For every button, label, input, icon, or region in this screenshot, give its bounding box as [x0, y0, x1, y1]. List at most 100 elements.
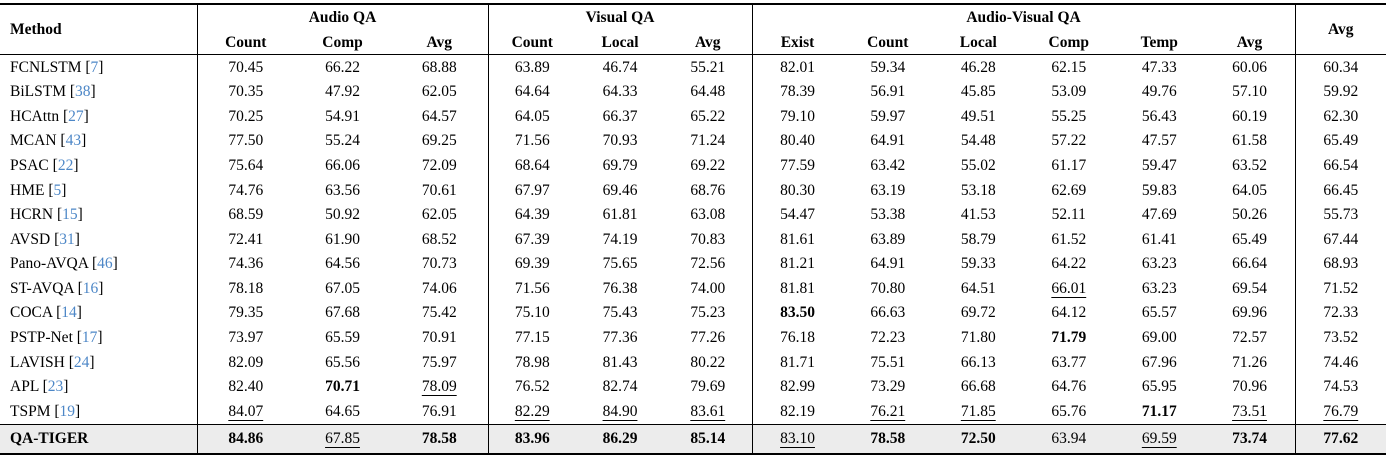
value: 82.19	[780, 402, 815, 420]
citation-link[interactable]: [43]	[56, 132, 87, 150]
citation-number[interactable]: 23	[47, 378, 64, 396]
value-cell: 63.89	[843, 227, 934, 252]
citation-number[interactable]: 5	[53, 181, 62, 199]
value-cell: 55.73	[1295, 203, 1386, 228]
value: 81.61	[780, 230, 815, 248]
value-cell: 72.33	[1295, 301, 1386, 326]
value: 76.91	[421, 402, 457, 420]
value-cell: 63.23	[1114, 252, 1205, 277]
value: 69.72	[960, 304, 996, 322]
citation-link[interactable]: [15]	[53, 206, 83, 224]
value-cell: 76.52	[488, 375, 576, 400]
value: 75.43	[602, 304, 638, 322]
citation-link[interactable]: [23]	[38, 378, 69, 396]
citation-link[interactable]: [38]	[65, 83, 96, 101]
value: 67.44	[1323, 230, 1359, 248]
value-cell: 82.29	[488, 399, 576, 424]
value: 71.17	[1141, 402, 1177, 420]
method-name: AVSD	[10, 230, 51, 248]
value-cell: 61.17	[1024, 153, 1115, 178]
value: 77.15	[514, 329, 550, 347]
value: 65.56	[325, 353, 360, 371]
value: 80.40	[780, 132, 815, 150]
value: 70.91	[421, 329, 457, 347]
value: 70.61	[421, 181, 457, 199]
citation-link[interactable]: [31]	[50, 230, 80, 248]
citation-number[interactable]: 19	[59, 402, 76, 420]
method-cell: PSTP-Net [17]	[0, 325, 198, 351]
value: 64.57	[421, 107, 457, 125]
value: 67.96	[1141, 353, 1177, 371]
citation-link[interactable]: [5]	[44, 181, 67, 199]
citation-number[interactable]: 43	[65, 132, 82, 150]
citation-link[interactable]: [17]	[72, 329, 103, 347]
value: 82.29	[514, 402, 550, 420]
method-name: FCNLSTM	[10, 58, 82, 76]
citation-number[interactable]: 7	[90, 58, 99, 76]
value: 49.51	[960, 107, 996, 125]
citation-number[interactable]: 17	[81, 329, 98, 347]
value: 64.48	[690, 83, 726, 101]
citation-link[interactable]: [22]	[48, 156, 79, 174]
value-cell: 64.91	[843, 252, 934, 277]
citation-number[interactable]: 15	[62, 206, 78, 224]
value-cell: 81.61	[752, 227, 843, 252]
value: 60.06	[1232, 58, 1267, 76]
method-cell: HCAttn [27]	[0, 104, 198, 129]
citation-link[interactable]: [24]	[64, 353, 95, 371]
method-name: TSPM	[10, 402, 51, 420]
value-cell: 69.54	[1204, 276, 1296, 301]
value-cell: 84.86	[197, 424, 294, 454]
value: 85.14	[690, 430, 726, 448]
value: 77.62	[1323, 430, 1359, 448]
value-cell: 73.74	[1204, 424, 1296, 454]
value-cell: 82.74	[576, 375, 664, 400]
citation-link[interactable]: [14]	[52, 304, 82, 322]
method-cell: QA-TIGER	[0, 424, 198, 454]
citation-number[interactable]: 31	[59, 230, 75, 248]
value: 68.59	[228, 206, 264, 224]
value-cell: 64.56	[294, 252, 391, 277]
citation-link[interactable]: [27]	[59, 107, 89, 125]
value-cell: 76.21	[843, 399, 934, 424]
value: 74.19	[602, 230, 638, 248]
value: 72.23	[870, 329, 906, 347]
citation-number[interactable]: 24	[73, 353, 90, 371]
value-cell: 66.22	[294, 55, 391, 80]
value-cell: 66.13	[933, 350, 1024, 375]
value-cell: 71.24	[664, 128, 753, 154]
value: 66.22	[325, 58, 360, 76]
value-cell: 74.00	[664, 276, 753, 301]
col-header-visual-count: Count	[511, 33, 553, 51]
citation-number[interactable]: 14	[61, 304, 77, 322]
citation-number[interactable]: 16	[82, 279, 99, 297]
citation-link[interactable]: [46]	[88, 255, 118, 273]
citation-number[interactable]: 38	[75, 83, 91, 101]
value: 83.10	[780, 430, 815, 448]
value: 82.74	[602, 378, 638, 396]
value: 78.39	[780, 83, 815, 101]
col-header-audio-comp: Comp	[322, 33, 363, 51]
value-cell: 67.05	[294, 276, 391, 301]
citation-number[interactable]: 27	[68, 107, 84, 125]
table-header: Method Audio QA Visual QA Audio-Visual Q…	[0, 4, 1386, 55]
citation-number[interactable]: 22	[57, 156, 74, 174]
value: 82.99	[780, 378, 815, 396]
citation-number[interactable]: 46	[97, 255, 113, 273]
value: 73.52	[1323, 329, 1359, 347]
citation-link[interactable]: [19]	[50, 402, 81, 420]
value: 62.30	[1323, 107, 1359, 125]
value: 79.10	[780, 107, 815, 125]
value: 50.92	[325, 206, 360, 224]
value-cell: 72.56	[664, 251, 753, 277]
value: 56.91	[870, 83, 906, 101]
col-header-av-count: Count	[867, 33, 909, 51]
citation-link[interactable]: [16]	[73, 279, 104, 297]
value: 62.69	[1051, 181, 1087, 199]
value: 76.18	[780, 329, 815, 347]
value-cell: 64.39	[488, 203, 576, 228]
citation-link[interactable]: [7]	[81, 58, 104, 76]
value-cell: 64.22	[1024, 252, 1115, 277]
value-cell: 75.43	[576, 301, 664, 326]
value: 56.43	[1141, 107, 1177, 125]
